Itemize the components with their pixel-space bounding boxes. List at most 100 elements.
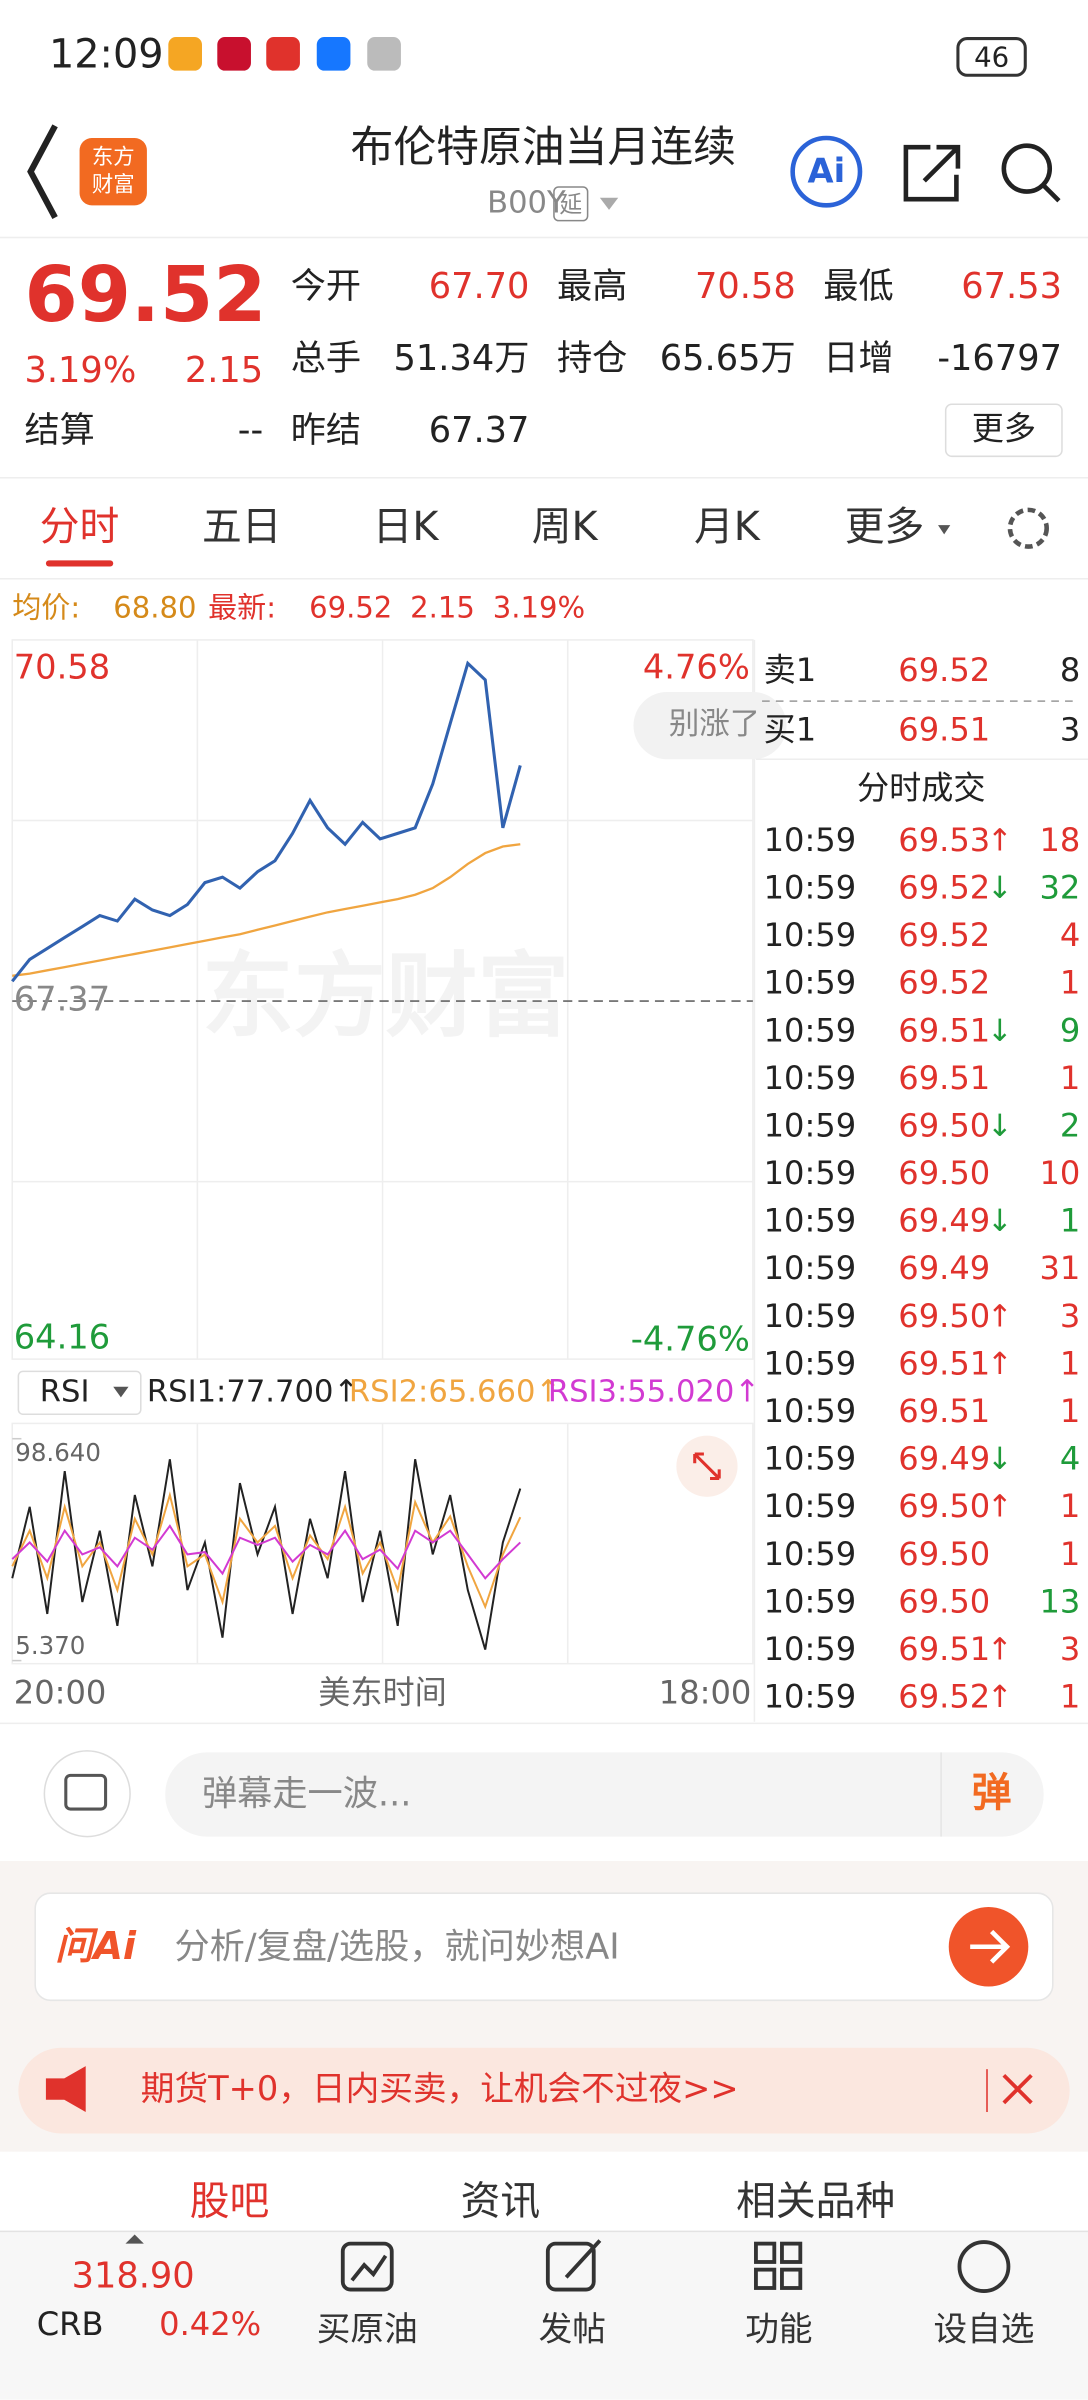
last: 69.52 — [309, 590, 392, 624]
nav-item[interactable]: 功能 — [745, 2309, 812, 2348]
tab[interactable]: 更多 — [845, 504, 925, 550]
trade-price: 69.51 — [898, 1011, 990, 1049]
last-change-pct: 3.19% — [493, 590, 585, 624]
settle-label: 结算 — [24, 410, 94, 451]
trade-arrow: ↓ — [987, 1014, 1013, 1049]
back-button[interactable] — [27, 124, 58, 220]
pct-tick-label: 4.76% — [643, 648, 750, 687]
dropdown — [113, 1386, 129, 1398]
trade-price: 69.50 — [898, 1297, 990, 1335]
trade-price: 69.51 — [898, 1344, 990, 1382]
battery-level: 46 — [974, 41, 1009, 73]
last-label: 最新: — [208, 590, 276, 624]
app-icon — [168, 37, 202, 71]
trade-arrow: ↓ — [987, 1442, 1013, 1477]
buy-volume: 3 — [1060, 711, 1080, 749]
trade-time: 10:59 — [764, 1630, 857, 1668]
trade-price: 69.52 — [898, 964, 990, 1002]
trade-time: 10:59 — [764, 1249, 857, 1287]
trade-price: 69.50 — [898, 1106, 990, 1144]
trade-time: 10:59 — [764, 1297, 857, 1335]
app-icon — [266, 37, 300, 71]
tab-indicator — [45, 560, 114, 567]
trade-price: 69.50 — [898, 1154, 990, 1192]
trade-time: 10:59 — [764, 1106, 857, 1144]
tab[interactable]: 周K — [532, 504, 599, 550]
trade-price: 69.52 — [898, 916, 990, 954]
nav-item[interactable]: 买原油 — [317, 2309, 418, 2348]
trade-volume: 1 — [1060, 964, 1080, 1002]
trade-volume: 9 — [1060, 1011, 1080, 1049]
ai-bar[interactable] — [34, 1892, 1054, 2002]
trade-price: 69.52 — [898, 1678, 990, 1716]
trade-time: 10:59 — [764, 1487, 857, 1525]
app-icon — [217, 37, 251, 71]
dropdown[interactable] — [599, 197, 619, 210]
rsi-tick-label: 98.640 — [15, 1438, 101, 1467]
trade-arrow: ↓ — [987, 1109, 1013, 1144]
trade-arrow: ↑ — [987, 1347, 1013, 1382]
section-tab[interactable]: 相关品种 — [736, 2178, 895, 2224]
badge[interactable] — [633, 691, 787, 760]
indicator-select[interactable] — [17, 1370, 142, 1415]
field-value: 65.65万 — [660, 338, 796, 379]
logo-text: 财富 — [92, 172, 135, 197]
tab[interactable]: 日K — [373, 504, 440, 550]
nav-item[interactable]: 发帖 — [539, 2309, 606, 2348]
tab[interactable]: 月K — [694, 504, 761, 550]
trade-volume: 4 — [1060, 1440, 1080, 1478]
trade-price: 69.50 — [898, 1582, 990, 1620]
nav-item[interactable]: 设自选 — [933, 2309, 1034, 2348]
field-value: 51.34万 — [394, 338, 530, 379]
trade-volume: 10 — [1039, 1154, 1080, 1192]
trade-time: 10:59 — [764, 1011, 857, 1049]
more-button[interactable] — [944, 403, 1063, 458]
app-icon — [316, 37, 351, 71]
field-value: 67.53 — [961, 266, 1062, 307]
trade-time: 10:59 — [764, 1344, 857, 1382]
trade-time: 10:59 — [764, 1535, 857, 1573]
trade-price: 69.49 — [898, 1249, 990, 1287]
sell-volume: 8 — [1060, 651, 1080, 689]
rsi-readout: RSI3:55.020↑ — [548, 1374, 760, 1409]
danmaku-icon — [64, 1773, 108, 1811]
search-button[interactable] — [1001, 143, 1053, 194]
tag: 延 — [559, 192, 582, 218]
tab[interactable]: 分时 — [40, 504, 120, 550]
trade-arrow: ↑ — [987, 1299, 1013, 1334]
field-label: 总手 — [291, 338, 361, 379]
index-toggle[interactable] — [125, 2234, 144, 2244]
close-banner[interactable] — [1002, 2073, 1033, 2105]
ai-button[interactable] — [790, 135, 863, 208]
settings[interactable] — [1007, 507, 1049, 549]
tab[interactable]: 五日 — [202, 504, 282, 550]
field-value: 67.37 — [429, 410, 530, 451]
dropdown — [938, 525, 951, 535]
sell-price: 69.52 — [898, 651, 990, 689]
trade-volume: 1 — [1060, 1202, 1080, 1240]
section-tab[interactable]: 股吧 — [190, 2178, 270, 2224]
banner[interactable] — [18, 2047, 1070, 2134]
trade-arrow: ↓ — [987, 1204, 1013, 1239]
logo-text: 东方 — [92, 145, 135, 170]
field-label: 最高 — [557, 266, 627, 307]
trade-time: 10:59 — [764, 1154, 857, 1192]
danmaku-input[interactable] — [165, 1752, 1044, 1837]
share-button[interactable] — [903, 144, 961, 202]
trade-time: 10:59 — [764, 964, 857, 1002]
price: 69.52 — [24, 251, 266, 340]
trade-arrow: ↑ — [987, 1680, 1013, 1715]
trade-volume: 1 — [1060, 1535, 1080, 1573]
trade-time: 10:59 — [764, 1202, 857, 1240]
trade-price: 69.50 — [898, 1487, 990, 1525]
danmaku-button[interactable]: 弹 — [972, 1770, 1012, 1816]
y-tick-label: 64.16 — [14, 1318, 110, 1357]
trade-volume: 13 — [1039, 1582, 1080, 1620]
danmaku-toggle[interactable] — [43, 1750, 131, 1838]
battery — [956, 37, 1027, 77]
section-tab[interactable]: 资讯 — [461, 2178, 541, 2224]
tag-box — [553, 186, 589, 222]
ai-placeholder: 分析/复盘/选股，就问妙想AI — [174, 1926, 619, 1967]
trade-volume: 3 — [1060, 1297, 1080, 1335]
